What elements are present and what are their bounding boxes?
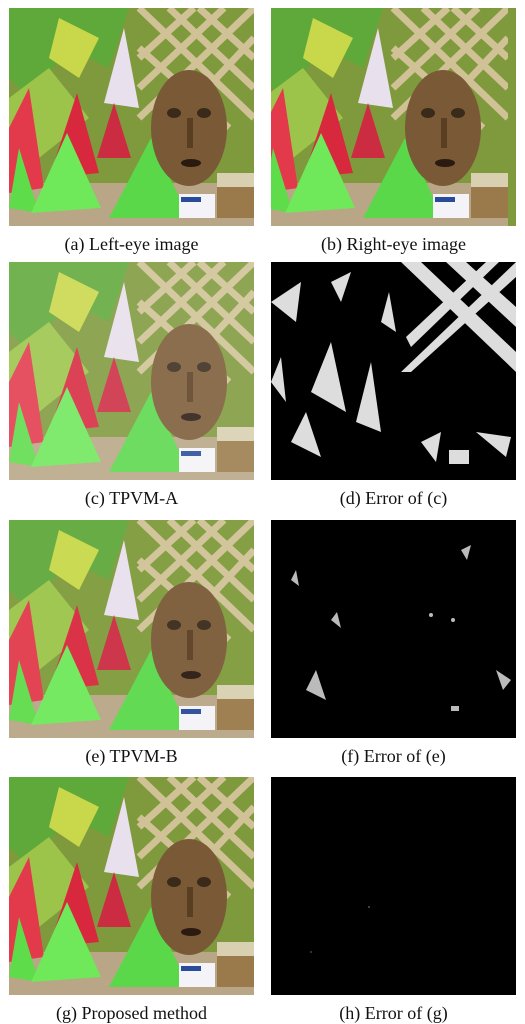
proposed-image bbox=[9, 777, 254, 995]
panel: (h) Error of (g) bbox=[271, 777, 516, 1024]
caption: (d) Error of (c) bbox=[271, 488, 516, 509]
panel: (g) Proposed method bbox=[9, 777, 254, 1024]
caption: (c) TPVM-A bbox=[9, 488, 254, 509]
panel: (a) Left-eye image bbox=[9, 8, 254, 255]
panel: (d) Error of (c) bbox=[271, 262, 516, 509]
caption: (e) TPVM-B bbox=[9, 746, 254, 767]
tpvm-b-image bbox=[9, 520, 254, 738]
caption: (a) Left-eye image bbox=[9, 234, 254, 255]
panel: (e) TPVM-B bbox=[9, 520, 254, 767]
error-map bbox=[271, 520, 516, 738]
panel: (b) Right-eye image bbox=[271, 8, 516, 255]
error-map bbox=[271, 777, 516, 995]
panel: (c) TPVM-A bbox=[9, 262, 254, 509]
figure: (a) Left-eye image (b) Right-eye image (… bbox=[0, 0, 525, 1021]
left-eye-image bbox=[9, 8, 254, 226]
panel: (f) Error of (e) bbox=[271, 520, 516, 767]
error-map bbox=[271, 262, 516, 480]
caption: (b) Right-eye image bbox=[271, 234, 516, 255]
caption: (f) Error of (e) bbox=[271, 746, 516, 767]
right-eye-image bbox=[271, 8, 516, 226]
tpvm-a-image bbox=[9, 262, 254, 480]
